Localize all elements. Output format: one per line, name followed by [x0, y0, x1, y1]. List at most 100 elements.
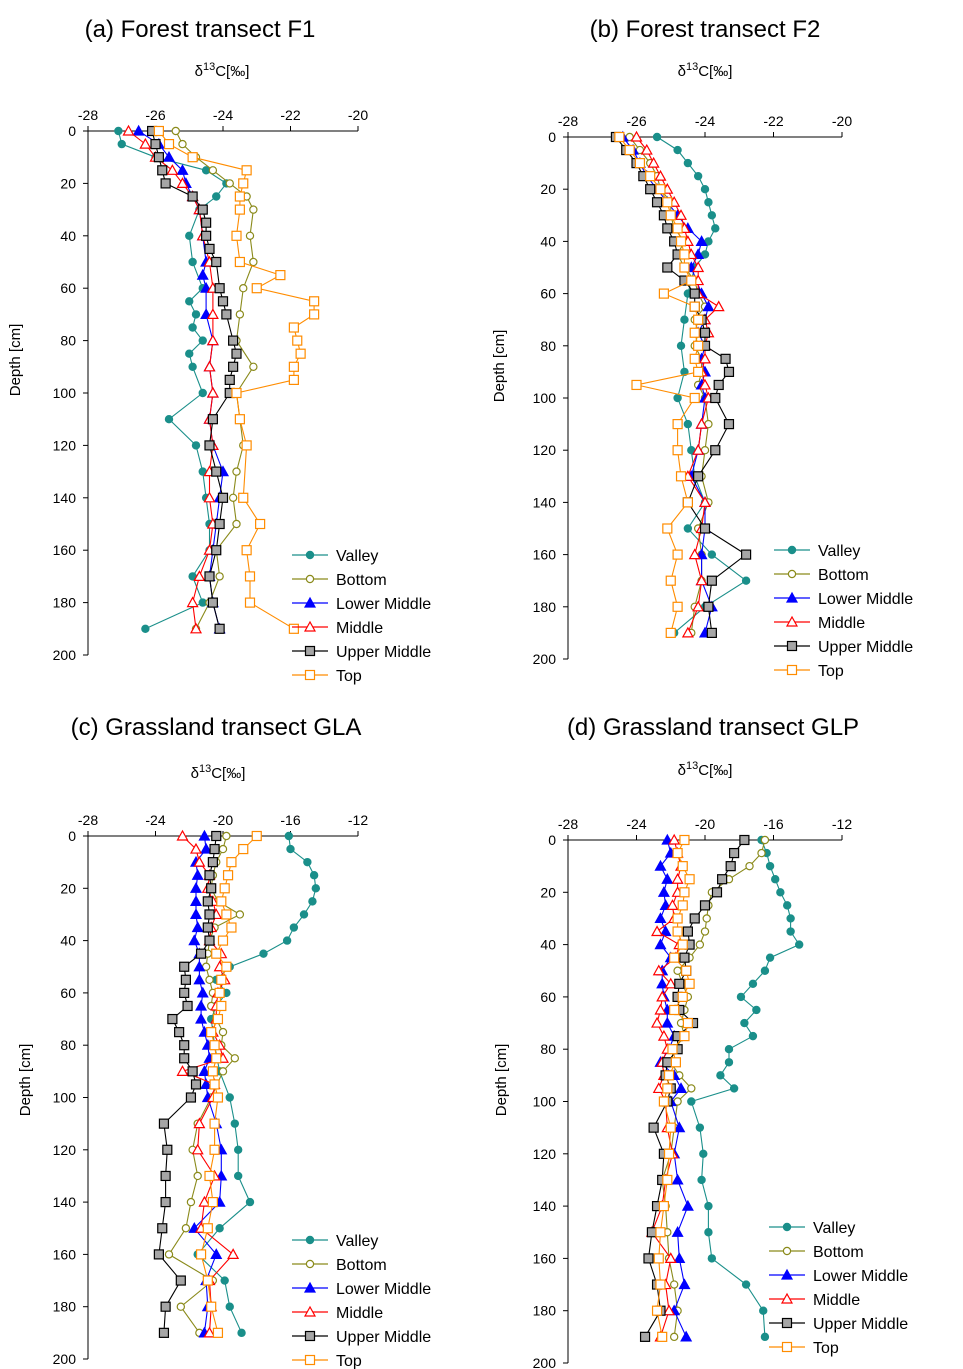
data-point-top	[672, 913, 683, 924]
data-point-middle	[668, 833, 681, 845]
data-point-upper-middle	[201, 217, 212, 228]
y-tick-label: 160	[53, 542, 77, 558]
data-point-valley	[707, 1254, 717, 1263]
y-tick-label: 100	[53, 1090, 77, 1106]
data-point-middle	[203, 491, 216, 503]
data-point-top	[187, 152, 198, 163]
data-point-valley	[704, 198, 713, 207]
data-point-valley	[225, 1093, 234, 1102]
data-point-upper-middle	[639, 1331, 651, 1342]
data-point-bottom	[181, 1224, 191, 1233]
data-point-top	[209, 1040, 220, 1051]
legend-marker-upper-middle	[304, 645, 316, 657]
legend: Valley Bottom Lower Middle Middle Upper Midd…	[292, 548, 431, 685]
legend-label-lower-middle: Lower Middle	[813, 1268, 908, 1285]
data-point-top	[653, 1253, 664, 1264]
data-point-lower-middle	[654, 859, 667, 871]
data-point-valley	[704, 1201, 713, 1211]
y-tick-label: 80	[540, 338, 556, 354]
data-point-valley	[284, 831, 294, 841]
data-point-top	[670, 1057, 681, 1068]
data-point-upper-middle	[157, 1223, 168, 1234]
data-point-middle	[176, 829, 189, 841]
y-tick-label: 180	[53, 595, 77, 611]
data-point-top	[221, 961, 232, 972]
data-point-upper-middle	[717, 874, 728, 885]
data-point-bottom	[235, 910, 245, 919]
data-point-valley	[729, 1084, 739, 1093]
data-point-valley	[704, 1228, 713, 1237]
data-point-valley	[233, 1145, 243, 1155]
legend-marker-top	[781, 1341, 793, 1353]
data-point-lower-middle	[661, 872, 674, 884]
data-point-top	[206, 1301, 217, 1312]
data-point-top	[195, 1249, 207, 1260]
data-point-lower-middle	[195, 999, 208, 1011]
data-point-middle	[630, 130, 643, 142]
panel-forest-f1: (a) Forest transect F1 δ13C[‰] Depth [cm…	[7, 16, 431, 685]
data-point-valley	[245, 1197, 255, 1207]
data-point-top	[645, 171, 656, 182]
data-point-valley	[117, 139, 126, 149]
data-point-valley	[652, 132, 662, 142]
panel-title: (a) Forest transect F1	[85, 16, 316, 43]
data-point-valley	[141, 624, 150, 634]
data-point-lower-middle	[702, 300, 715, 312]
data-point-upper-middle	[167, 1013, 178, 1025]
data-point-upper-middle	[699, 523, 711, 534]
x-axis-label: δ13C[‰]	[678, 61, 733, 80]
legend-marker-top	[304, 669, 316, 681]
data-point-upper-middle	[689, 288, 700, 299]
data-point-top	[238, 178, 249, 189]
x-tick-label: -16	[280, 812, 300, 828]
data-point-valley	[741, 1280, 751, 1289]
data-point-lower-middle	[661, 1016, 674, 1028]
data-point-middle	[640, 143, 653, 155]
data-point-middle	[692, 600, 705, 612]
data-point-bottom	[218, 1067, 228, 1076]
y-tick-label: 20	[60, 880, 76, 896]
data-point-top	[679, 834, 690, 846]
data-point-top	[663, 1148, 675, 1159]
data-point-top	[241, 545, 252, 556]
data-point-lower-middle	[198, 829, 211, 841]
data-point-upper-middle	[231, 348, 242, 359]
data-point-valley	[760, 966, 770, 975]
x-tick-label: -24	[695, 113, 715, 129]
legend-marker-bottom	[782, 1246, 792, 1256]
data-point-top	[675, 471, 687, 482]
data-point-bottom	[171, 126, 180, 136]
data-point-middle	[698, 496, 712, 507]
data-point-valley	[188, 362, 197, 371]
data-point-middle	[681, 626, 694, 638]
data-point-middle	[654, 169, 667, 181]
legend-marker-valley	[782, 1222, 792, 1232]
legend-label-top: Top	[336, 1353, 362, 1369]
data-point-upper-middle	[185, 1092, 197, 1103]
x-tick-label: -28	[558, 113, 578, 129]
y-tick-label: 200	[53, 647, 77, 663]
data-point-top	[288, 361, 299, 372]
data-point-valley	[680, 367, 689, 377]
data-point-top	[634, 158, 646, 169]
series-top	[651, 834, 695, 1342]
data-point-top	[677, 900, 688, 911]
data-point-valley	[760, 1332, 770, 1342]
data-point-upper-middle	[679, 952, 690, 963]
data-point-upper-middle	[706, 627, 717, 639]
data-point-top	[693, 340, 704, 351]
data-point-top	[662, 197, 673, 208]
data-point-middle	[122, 124, 135, 136]
x-axis-label-symbol: δ	[191, 765, 199, 782]
data-point-top	[241, 165, 252, 176]
data-point-lower-middle	[675, 1082, 688, 1094]
legend-label-top: Top	[813, 1340, 839, 1357]
data-point-middle	[698, 378, 712, 390]
data-point-middle	[166, 164, 179, 175]
data-point-top	[679, 262, 690, 273]
data-point-bottom	[176, 1302, 186, 1311]
data-point-upper-middle	[662, 223, 673, 234]
data-point-top	[212, 1327, 224, 1338]
data-point-upper-middle	[175, 1275, 186, 1286]
data-point-bottom	[745, 861, 754, 871]
